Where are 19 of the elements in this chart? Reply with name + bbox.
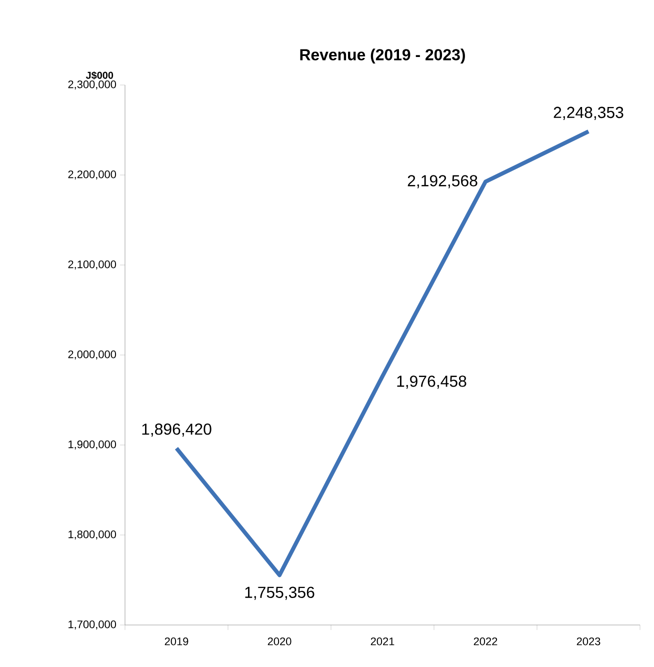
y-tick-label: 1,900,000 <box>68 440 116 450</box>
y-tick-label: 2,300,000 <box>68 80 116 90</box>
y-tick-label: 2,100,000 <box>68 260 116 270</box>
x-tick-label: 2021 <box>370 638 394 646</box>
x-tick-label: 2020 <box>268 638 292 646</box>
y-tick-label: 1,800,000 <box>68 530 116 540</box>
x-tick-label: 2022 <box>474 638 498 646</box>
x-tick-label: 2019 <box>164 638 188 646</box>
data-label: 1,755,356 <box>245 586 314 600</box>
data-label: 2,192,568 <box>408 175 478 188</box>
data-label: 1,976,458 <box>397 376 466 389</box>
y-tick-label: 2,000,000 <box>68 350 116 360</box>
data-label: 1,896,420 <box>142 424 212 437</box>
chart-title: Revenue (2019 - 2023) <box>300 48 465 64</box>
data-label: 2,248,353 <box>554 106 624 120</box>
x-tick-label: 2023 <box>576 638 600 646</box>
y-tick-label: 2,200,000 <box>68 170 116 180</box>
y-axis-title: J$000 <box>86 71 114 80</box>
y-tick-label: 1,700,000 <box>68 620 116 630</box>
